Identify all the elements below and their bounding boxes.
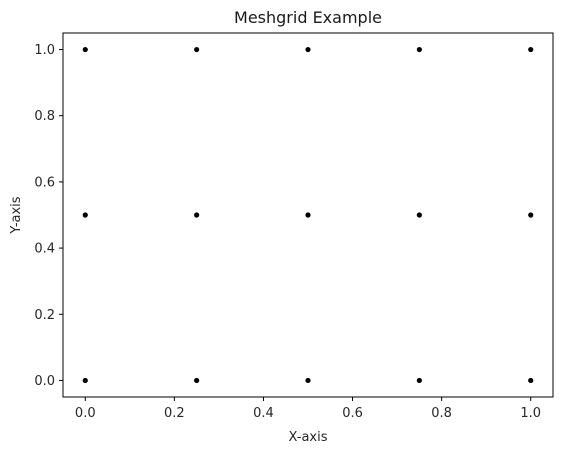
data-point — [305, 212, 310, 217]
data-point — [417, 378, 422, 383]
y-tick-label: 0.0 — [34, 374, 55, 389]
data-point — [528, 378, 533, 383]
data-point — [417, 47, 422, 52]
x-axis-label: X-axis — [289, 430, 328, 445]
x-tick-label: 0.4 — [253, 406, 274, 421]
data-point — [83, 47, 88, 52]
data-point — [194, 47, 199, 52]
x-tick-label: 0.6 — [342, 406, 363, 421]
x-tick-label: 0.0 — [75, 406, 96, 421]
data-point — [83, 378, 88, 383]
data-point — [194, 212, 199, 217]
y-tick-label: 0.6 — [34, 175, 55, 190]
x-tick-label: 1.0 — [520, 406, 541, 421]
data-point — [83, 212, 88, 217]
y-tick-label: 0.8 — [34, 109, 55, 124]
data-point — [417, 212, 422, 217]
x-tick-label: 0.8 — [431, 406, 452, 421]
y-tick-label: 0.2 — [34, 308, 55, 323]
data-point — [528, 47, 533, 52]
y-axis-label: Y-axis — [9, 196, 24, 234]
x-axis-ticks: 0.0 0.2 0.4 0.6 0.8 1.0 — [75, 397, 541, 421]
y-axis-ticks: 0.0 0.2 0.4 0.6 0.8 1.0 — [34, 43, 63, 389]
data-point — [305, 47, 310, 52]
y-tick-label: 1.0 — [34, 43, 55, 58]
chart-title: Meshgrid Example — [234, 8, 382, 27]
y-tick-label: 0.4 — [34, 242, 55, 257]
x-tick-label: 0.2 — [164, 406, 185, 421]
data-point — [528, 212, 533, 217]
data-point — [305, 378, 310, 383]
data-point — [194, 378, 199, 383]
